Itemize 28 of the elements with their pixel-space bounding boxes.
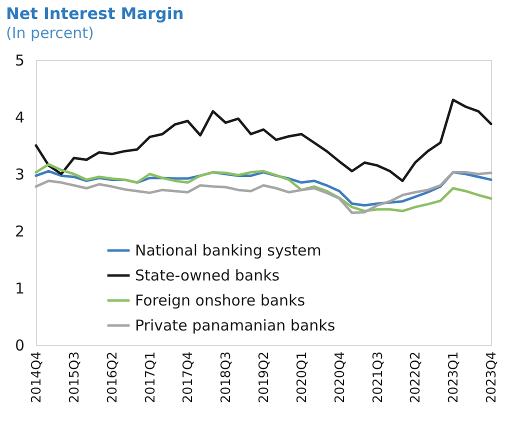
y-tick-label: 5 xyxy=(14,52,24,70)
y-tick-label: 3 xyxy=(14,166,24,184)
y-tick-label: 0 xyxy=(14,336,24,354)
x-tick-label: 2023Q1 xyxy=(446,352,462,404)
chart-subtitle: (In percent) xyxy=(6,24,94,42)
x-tick-label: 2023Q4 xyxy=(484,352,500,404)
legend-label: Private panamanian banks xyxy=(135,316,336,334)
line-series xyxy=(34,98,492,182)
line-series xyxy=(34,163,492,212)
x-tick-label: 2022Q2 xyxy=(408,352,424,404)
legend-label: Foreign onshore banks xyxy=(135,292,306,310)
x-tick-label: 2018Q3 xyxy=(219,352,234,404)
y-tick-label: 4 xyxy=(14,108,24,126)
x-tick-label: 2017Q4 xyxy=(181,352,196,404)
x-tick-label: 2019Q2 xyxy=(257,352,272,404)
x-tick-label: 2017Q1 xyxy=(143,352,158,404)
x-tick-label: 2020Q1 xyxy=(294,352,310,404)
line-series xyxy=(34,171,492,214)
x-tick-label: 2014Q4 xyxy=(30,352,44,404)
legend-label: National banking system xyxy=(135,242,322,260)
x-tick-label: 2020Q4 xyxy=(332,352,348,404)
y-tick-label: 1 xyxy=(14,280,24,298)
y-tick-label: 2 xyxy=(14,222,24,240)
legend-label: State-owned banks xyxy=(135,266,280,284)
x-tick-label: 2015Q3 xyxy=(67,352,82,404)
x-tick-label: 2016Q2 xyxy=(105,352,120,404)
chart-title: Net Interest Margin xyxy=(6,4,184,23)
x-tick-label: 2021Q3 xyxy=(370,352,386,404)
